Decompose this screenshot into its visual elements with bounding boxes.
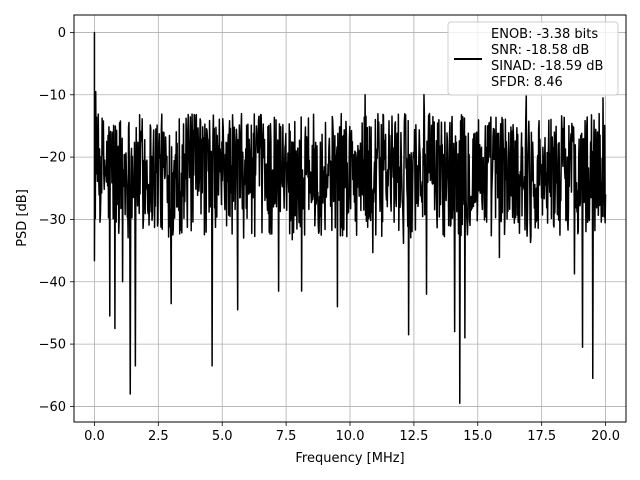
legend-entry-sfdr: SFDR: 8.46 xyxy=(491,75,563,90)
x-tick-label: 7.5 xyxy=(276,429,297,444)
x-tick-label: 12.5 xyxy=(399,429,428,444)
y-tick-label: −10 xyxy=(39,88,66,103)
y-axis-label: PSD [dB] xyxy=(15,189,30,247)
y-tick-label: 0 xyxy=(58,26,66,41)
y-tick-label: −30 xyxy=(39,213,66,228)
x-axis-label: Frequency [MHz] xyxy=(295,451,404,466)
x-tick-label: 15.0 xyxy=(463,429,492,444)
y-tick-label: −20 xyxy=(39,151,66,166)
x-tick-label: 17.5 xyxy=(527,429,556,444)
y-tick-label: −60 xyxy=(39,400,66,415)
y-tick-label: −50 xyxy=(39,338,66,353)
legend-box xyxy=(447,21,619,96)
x-tick-label: 2.5 xyxy=(148,429,169,444)
legend-entry-sinad: SINAD: -18.59 dB xyxy=(491,59,603,74)
y-axis-ticks: 0 −10 −20 −30 −40 −50 −60 xyxy=(39,26,74,415)
y-tick-label: −40 xyxy=(39,275,66,290)
legend-entry-enob: ENOB: -3.38 bits xyxy=(491,27,598,42)
x-tick-label: 10.0 xyxy=(336,429,365,444)
x-tick-label: 0.0 xyxy=(84,429,105,444)
legend-entry-snr: SNR: -18.58 dB xyxy=(491,43,589,58)
legend: ENOB: -3.38 bits SNR: -18.58 dB SINAD: -… xyxy=(447,21,619,96)
x-tick-label: 5.0 xyxy=(212,429,233,444)
psd-series xyxy=(93,31,607,405)
psd-trace xyxy=(93,31,607,405)
x-axis-ticks: 0.0 2.5 5.0 7.5 10.0 12.5 15.0 17.5 20.0 xyxy=(84,422,620,444)
x-tick-label: 20.0 xyxy=(591,429,620,444)
